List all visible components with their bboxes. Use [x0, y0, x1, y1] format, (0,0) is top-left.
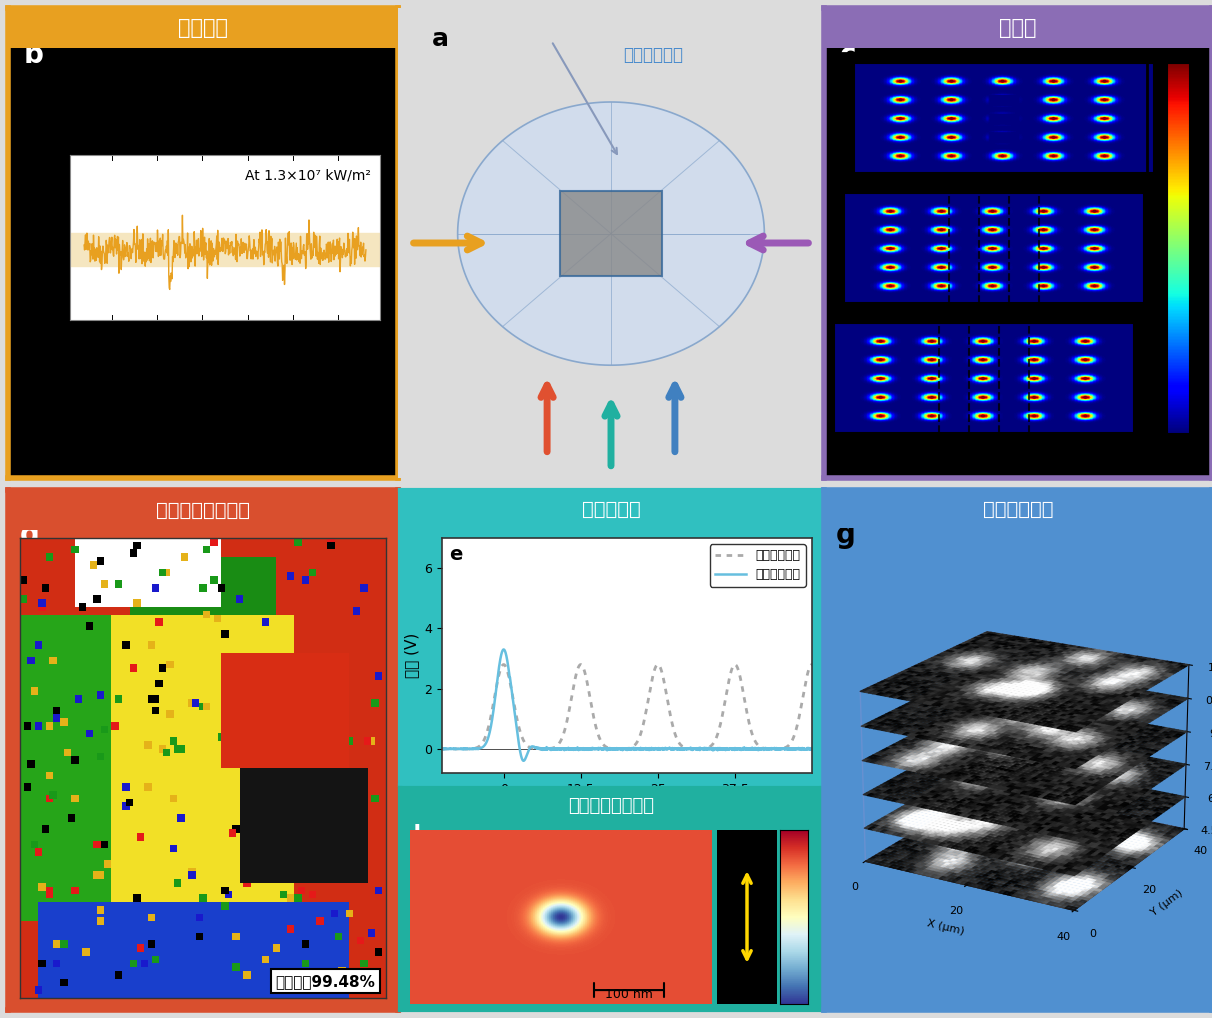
Line: 飞秒脉冲队列: 飞秒脉冲队列	[442, 665, 812, 749]
Bar	[560, 191, 662, 276]
飞秒脉冲队列	[726, 660, 741, 672]
Text: 超越衍射极限尺寸: 超越衍射极限尺寸	[568, 797, 654, 815]
Text: g: g	[835, 521, 856, 549]
Text: 保真度：99.48%: 保真度：99.48%	[275, 974, 375, 988]
Text: At 1.3×10⁷ kW/m²: At 1.3×10⁷ kW/m²	[245, 168, 371, 182]
Text: 100 nm: 100 nm	[605, 987, 653, 1001]
Text: 四维信息存储: 四维信息存储	[983, 500, 1053, 518]
Text: 荧光稳定: 荧光稳定	[178, 18, 228, 38]
Text: c: c	[840, 41, 856, 69]
单个飞秒脉冲	[453, 743, 468, 755]
单个飞秒脉冲	[614, 742, 629, 754]
Text: 荧光强度复用存储: 荧光强度复用存储	[156, 501, 250, 519]
Y-axis label: Y (μm): Y (μm)	[1149, 888, 1185, 918]
单个飞秒脉冲	[794, 744, 808, 756]
飞秒脉冲队列	[805, 659, 819, 671]
单个飞秒脉冲	[805, 742, 819, 754]
飞秒脉冲队列	[605, 742, 619, 754]
Text: d: d	[19, 521, 40, 549]
飞秒脉冲队列	[614, 743, 629, 755]
飞秒脉冲队列	[794, 700, 808, 713]
X-axis label: X (μm): X (μm)	[926, 918, 965, 937]
单个飞秒脉冲	[435, 742, 450, 754]
Text: 单飞秒脉冲: 单飞秒脉冲	[582, 500, 640, 518]
Legend: 飞秒脉冲队列, 单个飞秒脉冲: 飞秒脉冲队列, 单个飞秒脉冲	[709, 545, 806, 586]
Line: 单个飞秒脉冲: 单个飞秒脉冲	[442, 649, 812, 760]
X-axis label: 时间 (ns): 时间 (ns)	[601, 801, 653, 816]
Text: 高密度: 高密度	[999, 18, 1036, 38]
单个飞秒脉冲	[726, 742, 741, 754]
单个飞秒脉冲	[516, 754, 531, 767]
Y-axis label: 电压 (V): 电压 (V)	[404, 633, 418, 678]
单个飞秒脉冲	[605, 743, 619, 755]
Text: 单个飞秒脉冲: 单个飞秒脉冲	[624, 46, 684, 64]
单个飞秒脉冲	[497, 643, 511, 656]
Text: e: e	[450, 545, 463, 564]
飞秒脉冲队列	[435, 743, 450, 755]
单个飞秒脉冲	[794, 742, 808, 754]
Text: f: f	[412, 816, 422, 837]
Text: b: b	[23, 41, 44, 69]
Text: a: a	[433, 26, 450, 51]
飞秒脉冲队列	[794, 699, 808, 712]
Bar	[70, 233, 381, 266]
Polygon shape	[458, 102, 765, 365]
飞秒脉冲队列	[453, 743, 468, 755]
